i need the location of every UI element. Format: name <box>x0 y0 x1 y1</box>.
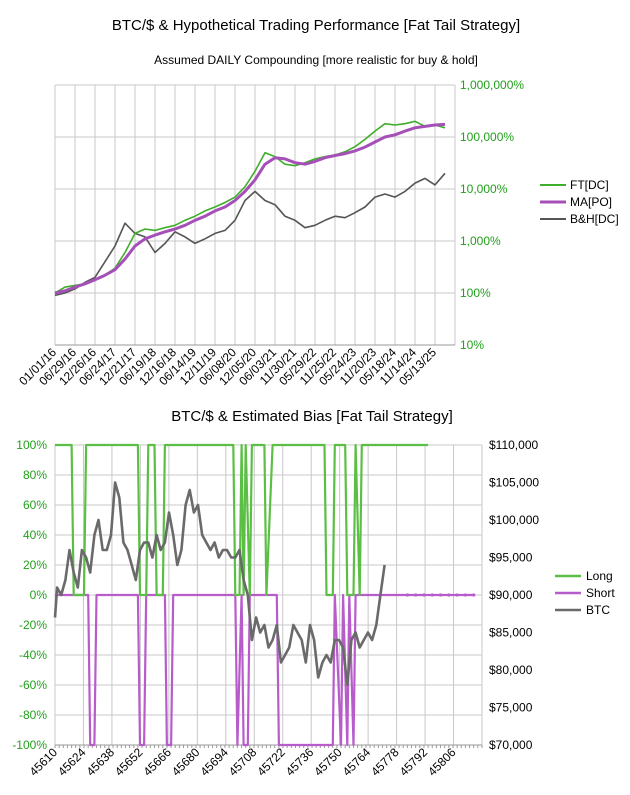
right-y-tick-label: $110,000 <box>489 438 538 452</box>
left-y-tick-label: -60% <box>19 678 47 692</box>
x-tick-label: 45708 <box>226 745 260 779</box>
legend-label: FT[DC] <box>570 178 609 192</box>
y-tick-label: 100,000% <box>460 130 514 144</box>
x-tick-label: 45624 <box>55 745 89 779</box>
short-marker <box>422 593 426 597</box>
chart2-left-y-ticks: 100% 80% 60% 40% 20% 0% -20% -40% -60% -80% -100% <box>12 438 47 752</box>
chart2-x-ticks: 4561045624456384565245666456804569445708… <box>27 745 459 779</box>
legend-label: MA[PO] <box>570 195 612 209</box>
short-marker <box>455 593 459 597</box>
short-marker <box>405 593 409 597</box>
x-tick-label: 45680 <box>169 745 203 779</box>
chart2-legend: Long Short BTC <box>555 569 615 617</box>
short-marker <box>414 593 418 597</box>
short-marker <box>472 593 476 597</box>
short-marker <box>447 593 451 597</box>
y-tick-label: 1,000,000% <box>460 78 524 92</box>
chart1-gridlines <box>54 84 456 346</box>
x-tick-label: 45652 <box>112 745 146 779</box>
left-y-tick-label: 0% <box>30 588 48 602</box>
chart2-title: BTC/$ & Estimated Bias [Fat Tail Strateg… <box>171 408 453 425</box>
right-y-tick-label: $75,000 <box>489 701 533 715</box>
chart1-x-ticks: 01/01/1606/29/1612/26/1606/24/1712/21/17… <box>16 345 439 388</box>
x-tick-label: 45806 <box>425 745 459 779</box>
left-y-tick-label: 20% <box>23 558 47 572</box>
x-tick-label: 45638 <box>84 745 118 779</box>
x-tick-label: 45722 <box>254 745 288 779</box>
right-y-tick-label: $70,000 <box>489 738 533 752</box>
series-line-long <box>55 443 429 597</box>
series-line-b-h-dc- <box>54 172 446 297</box>
x-tick-label: 45666 <box>140 745 174 779</box>
left-y-tick-label: 60% <box>23 498 47 512</box>
chart1-y-ticks: 1,000,000% 100,000% 10,000% 1,000% 100% 10% <box>460 78 524 352</box>
left-y-tick-label: 80% <box>23 468 47 482</box>
x-tick-label: 45778 <box>368 745 402 779</box>
chart2-series <box>53 443 476 747</box>
y-tick-label: 10,000% <box>460 182 508 196</box>
right-y-tick-label: $80,000 <box>489 663 533 677</box>
chart1-series <box>54 120 446 297</box>
right-y-tick-label: $90,000 <box>489 588 533 602</box>
left-y-tick-label: -100% <box>12 738 47 752</box>
x-tick-label: 45764 <box>340 745 374 779</box>
y-tick-label: 1,000% <box>460 234 501 248</box>
chart1-subtitle: Assumed DAILY Compounding [more realisti… <box>154 53 478 67</box>
short-marker <box>463 593 468 597</box>
y-tick-label: 10% <box>460 338 484 352</box>
legend-label: Long <box>586 569 613 583</box>
right-y-tick-label: $105,000 <box>489 476 539 490</box>
chart1-legend: FT[DC] MA[PO] B&H[DC] <box>540 178 619 226</box>
chart2-gridlines <box>54 444 483 748</box>
series-line-ma-po- <box>54 122 446 295</box>
left-y-tick-label: 100% <box>16 438 47 452</box>
right-y-tick-label: $95,000 <box>489 551 533 565</box>
x-tick-label: 45792 <box>397 745 431 779</box>
legend-label: BTC <box>586 603 610 617</box>
left-y-tick-label: -40% <box>19 648 47 662</box>
short-marker <box>438 593 443 597</box>
legend-label: Short <box>586 586 615 600</box>
y-tick-label: 100% <box>460 286 491 300</box>
legend-label: B&H[DC] <box>570 212 619 226</box>
x-tick-label: 45736 <box>283 745 317 779</box>
series-line-ft-dc- <box>54 120 446 294</box>
x-tick-label: 45694 <box>197 745 231 779</box>
right-y-tick-label: $85,000 <box>489 626 533 640</box>
short-marker <box>430 593 434 597</box>
left-y-tick-label: -20% <box>19 618 47 632</box>
x-tick-label: 45750 <box>311 745 345 779</box>
left-y-tick-label: -80% <box>19 708 47 722</box>
right-y-tick-label: $100,000 <box>489 513 539 527</box>
left-y-tick-label: 40% <box>23 528 47 542</box>
chart1-title: BTC/$ & Hypothetical Trading Performance… <box>112 17 520 34</box>
series-line-short <box>55 593 474 747</box>
chart2-right-y-ticks: $110,000 $105,000 $100,000 $95,000 $90,000 $8… <box>489 438 539 752</box>
series-line-btc <box>53 481 386 687</box>
